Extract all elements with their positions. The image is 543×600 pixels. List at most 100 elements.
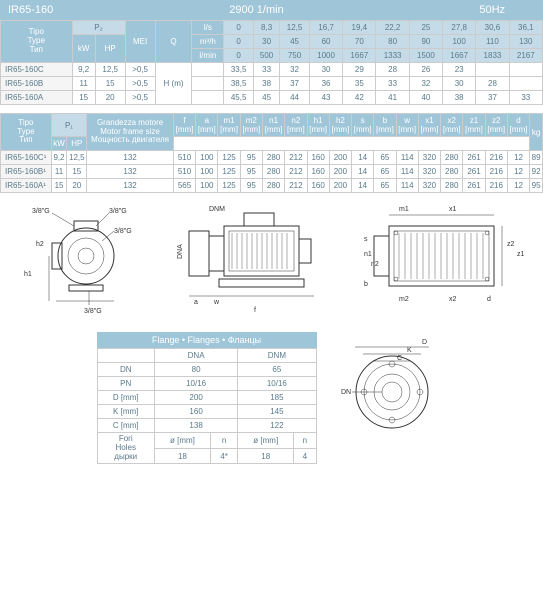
svg-text:a: a <box>194 299 198 306</box>
row-name: IR65-160A <box>1 91 73 105</box>
hp-header: HP <box>95 35 125 63</box>
type-header-2: TipoTypeТип <box>1 114 52 151</box>
flow-m3h-3: 60 <box>309 35 342 49</box>
flow-lmin-5: 1333 <box>376 49 409 63</box>
row-name: IR65-160B¹ <box>1 165 52 179</box>
mei-header: MEI <box>125 21 155 63</box>
flange-col: DNA <box>154 349 237 363</box>
svg-text:n1: n1 <box>364 251 372 258</box>
dim-header-s: s[mm] <box>352 114 374 137</box>
hm-label: H (m) <box>155 63 192 105</box>
svg-text:n2: n2 <box>371 261 379 268</box>
dim-header-x1: x1[mm] <box>418 114 440 137</box>
row-name: IR65-160A¹ <box>1 179 52 193</box>
table-row: IR65-160A¹ 15 20 13256510012595280212160… <box>1 179 543 193</box>
flow-m3h-8: 110 <box>476 35 509 49</box>
svg-text:D: D <box>422 339 427 346</box>
svg-text:3/8"G: 3/8"G <box>32 208 50 215</box>
flow-ls-6: 25 <box>409 21 442 35</box>
row-name: IR65-160C <box>1 63 73 77</box>
flow-m3h-0: 0 <box>224 35 254 49</box>
flow-lmin-9: 2167 <box>509 49 542 63</box>
svg-text:f: f <box>254 307 256 314</box>
table-row: K [mm]160145 <box>97 405 316 419</box>
flow-ls-5: 22,2 <box>376 21 409 35</box>
motor-top-diagram: m1 x1 s n1 n2 b m2 x2 d z2 z1 <box>359 201 529 316</box>
table-row: IR65-160B 11 15 >0,538,53837363533323028 <box>1 77 543 91</box>
flow-ls-0: 0 <box>224 21 254 35</box>
svg-text:b: b <box>364 281 368 288</box>
flow-ls-3: 16,7 <box>309 21 342 35</box>
flow-lmin-7: 1667 <box>443 49 476 63</box>
flow-ls-8: 30,6 <box>476 21 509 35</box>
kw-header-2: kW <box>51 137 67 151</box>
dim-header-a: a[mm] <box>196 114 218 137</box>
dim-header-f: f[mm] <box>173 114 195 137</box>
flow-m3h-7: 100 <box>443 35 476 49</box>
pump-side-diagram: DNM DNA w a f <box>174 201 339 316</box>
flow-m3h-1: 30 <box>254 35 280 49</box>
dim-header-n1: n1[mm] <box>262 114 284 137</box>
type-header: TipoTypeТип <box>1 21 73 63</box>
svg-text:d: d <box>487 296 491 303</box>
flow-m3h-4: 70 <box>343 35 376 49</box>
table-row: IR65-160A 15 20 >0,545,54544434241403837… <box>1 91 543 105</box>
table-row: IR65-160C¹ 9,2 12,5 13251010012595280212… <box>1 151 543 165</box>
unit-lmin: l/min <box>192 49 224 63</box>
flow-lmin-3: 1000 <box>309 49 342 63</box>
flow-m3h-6: 90 <box>409 35 442 49</box>
dim-header-h2: h2[mm] <box>329 114 351 137</box>
flow-ls-1: 8,3 <box>254 21 280 35</box>
dim-header-d: d[mm] <box>507 114 529 137</box>
flow-lmin-0: 0 <box>224 49 254 63</box>
p2-header: P₂ <box>72 21 125 35</box>
svg-text:h1: h1 <box>24 271 32 278</box>
performance-table: TipoTypeТип P₂ MEI Q l/s 08,312,516,719,… <box>0 20 543 105</box>
svg-text:m2: m2 <box>399 296 409 303</box>
flow-ls-2: 12,5 <box>280 21 310 35</box>
table-row: PN10/1610/16 <box>97 377 316 391</box>
svg-text:s: s <box>364 236 368 243</box>
dim-header-m1: m1[mm] <box>218 114 240 137</box>
pump-front-diagram: h1 h2 3/8"G 3/8"G 3/8"G 3/8"G <box>14 201 154 316</box>
dim-header-n2: n2[mm] <box>285 114 307 137</box>
svg-text:DN: DN <box>341 389 351 396</box>
dim-header-z1: z1[mm] <box>463 114 485 137</box>
table-row: IR65-160C 9,2 12,5 >0,5H (m)33,533323029… <box>1 63 543 77</box>
svg-text:x2: x2 <box>449 296 457 303</box>
flow-ls-7: 27,8 <box>443 21 476 35</box>
table-row: DN8065 <box>97 363 316 377</box>
row-name: IR65-160C¹ <box>1 151 52 165</box>
svg-text:K: K <box>407 347 412 354</box>
flange-title: Flange • Flanges • Фланцы <box>97 332 317 348</box>
table-row: D [mm]200185 <box>97 391 316 405</box>
hz-label: 50Hz <box>339 4 535 16</box>
svg-text:DNM: DNM <box>209 206 225 213</box>
flow-lmin-8: 1833 <box>476 49 509 63</box>
motor-header: Grandezza motoreMotor frame sizeМощность… <box>87 114 174 151</box>
hp-header-2: HP <box>67 137 87 151</box>
dim-header-z2: z2[mm] <box>485 114 507 137</box>
svg-text:x1: x1 <box>449 206 457 213</box>
p1-header: P₁ <box>51 114 87 137</box>
flange-table: DNADNM DN8065PN10/1610/16D [mm]200185K [… <box>97 348 317 464</box>
q-header: Q <box>155 21 192 63</box>
diagrams-row: h1 h2 3/8"G 3/8"G 3/8"G 3/8"G DNM DNA w … <box>0 193 543 324</box>
flow-lmin-1: 500 <box>254 49 280 63</box>
flow-ls-9: 36,1 <box>509 21 542 35</box>
unit-ls: l/s <box>192 21 224 35</box>
header-bar: IR65-160 2900 1/min 50Hz <box>0 0 543 20</box>
row-name: IR65-160B <box>1 77 73 91</box>
flow-lmin-4: 1667 <box>343 49 376 63</box>
svg-text:z2: z2 <box>507 241 515 248</box>
flow-lmin-6: 1500 <box>409 49 442 63</box>
rpm-label: 2900 1/min <box>174 4 340 16</box>
dim-header-w: w[mm] <box>396 114 418 137</box>
table-row: IR65-160B¹ 11 15 13251010012595280212160… <box>1 165 543 179</box>
svg-text:m1: m1 <box>399 206 409 213</box>
svg-text:3/8"G: 3/8"G <box>109 208 127 215</box>
model-label: IR65-160 <box>8 4 174 16</box>
kw-header: kW <box>72 35 95 63</box>
svg-text:3/8"G: 3/8"G <box>114 228 132 235</box>
svg-text:DNA: DNA <box>177 244 184 259</box>
